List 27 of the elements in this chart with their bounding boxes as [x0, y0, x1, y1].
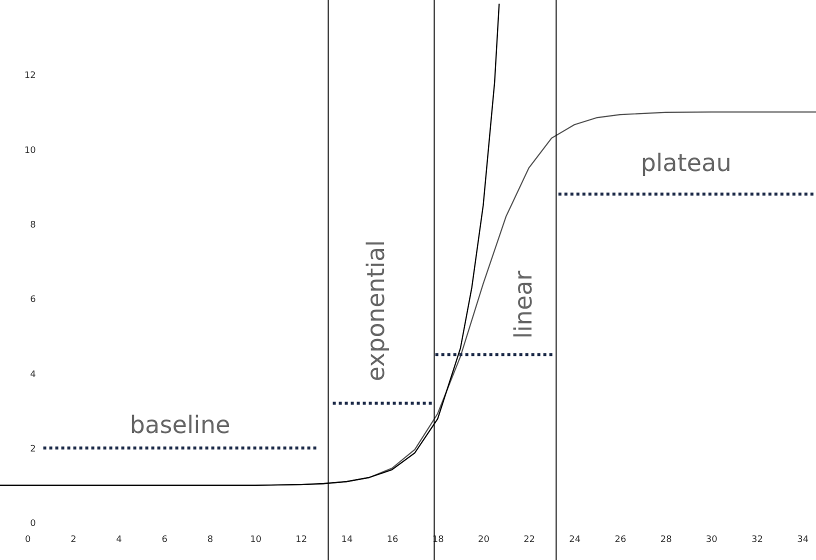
x-tick-label: 8	[207, 535, 214, 546]
x-tick-label: 26	[614, 535, 626, 546]
x-tick-label: 22	[524, 535, 536, 546]
y-tick-label: 12	[24, 71, 36, 82]
x-tick-label: 34	[797, 535, 809, 546]
y-tick-label: 8	[30, 220, 36, 230]
y-tick-label: 10	[24, 146, 36, 156]
y-tick-label: 6	[30, 295, 36, 306]
x-tick-label: 16	[386, 535, 399, 546]
y-tick-label: 2	[30, 444, 36, 454]
x-tick-label: 30	[706, 535, 718, 546]
annotation: plateau	[640, 149, 732, 178]
y-tick-label: 4	[30, 370, 36, 380]
x-tick-label: 2	[70, 535, 76, 546]
y-tick-label: 0	[30, 519, 36, 530]
annotation: baseline	[130, 411, 230, 439]
x-tick-label: 10	[250, 535, 262, 546]
x-tick-label: 24	[569, 535, 581, 546]
x-tick-label: 32	[752, 535, 763, 546]
x-tick-label: 20	[478, 535, 490, 546]
x-tick-label: 14	[341, 535, 353, 546]
x-tick-label: 6	[162, 535, 168, 546]
annotation: linear	[510, 270, 538, 339]
annotation: exponential	[362, 240, 390, 382]
x-tick-label: 4	[116, 535, 122, 546]
x-tick-label: 28	[660, 535, 672, 546]
x-tick-label: 12	[296, 535, 308, 546]
